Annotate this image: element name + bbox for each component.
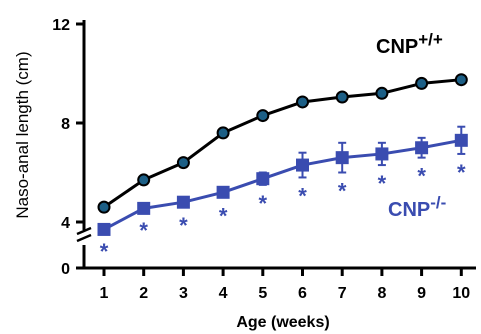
- significance-star-10: *: [457, 160, 466, 185]
- x-axis-title: Age (weeks): [236, 314, 329, 331]
- point-wildtype-2: [137, 173, 151, 187]
- x-tick-label-6: 6: [298, 285, 307, 302]
- x-tick-label-4: 4: [219, 285, 228, 302]
- x-tick-label-5: 5: [258, 285, 267, 302]
- series-lines: [103, 78, 462, 231]
- significance-star-1: *: [100, 239, 109, 264]
- svg-text:CNP+/+: CNP+/+: [376, 30, 443, 58]
- legend-label-knockout-genotype: -/-: [430, 193, 446, 212]
- y-axis-title: Naso-anal length (cm): [13, 51, 32, 218]
- x-tick-label-9: 9: [417, 285, 426, 302]
- y-tick-label-8: 8: [61, 116, 70, 133]
- point-wildtype-1: [97, 200, 111, 214]
- legend-label-knockout-name: CNP: [388, 199, 430, 221]
- legend-label-wildtype: CNP+/+: [376, 30, 443, 58]
- point-wildtype-3: [176, 156, 190, 170]
- significance-star-5: *: [259, 191, 268, 216]
- point-wildtype-10: [454, 73, 468, 87]
- significance-star-9: *: [417, 164, 426, 189]
- point-knockout-5: [256, 172, 270, 186]
- series-line-wildtype: [103, 78, 462, 209]
- point-wildtype-8: [375, 86, 389, 100]
- point-knockout-2: [137, 201, 151, 215]
- y-tick-label-4: 4: [61, 215, 70, 232]
- point-knockout-6: [296, 158, 309, 172]
- point-knockout-9: [415, 141, 429, 155]
- axes: [76, 20, 476, 270]
- point-knockout-10: [454, 133, 468, 147]
- series-line-knockout: [103, 138, 462, 231]
- point-knockout-4: [216, 185, 230, 199]
- point-wildtype-4: [216, 126, 230, 140]
- point-knockout-3: [176, 195, 190, 209]
- point-wildtype-9: [415, 76, 429, 90]
- point-wildtype-6: [296, 95, 309, 109]
- point-wildtype-5: [256, 109, 270, 123]
- y-tick-label-12: 12: [52, 17, 70, 34]
- x-tick-label-8: 8: [377, 285, 386, 302]
- significance-star-2: *: [139, 218, 148, 243]
- x-tick-label-2: 2: [139, 285, 148, 302]
- x-tick-label-7: 7: [338, 285, 347, 302]
- svg-text:CNP-/-: CNP-/-: [388, 193, 446, 221]
- significance-star-3: *: [179, 213, 188, 238]
- legend-label-knockout: CNP-/-: [388, 193, 446, 221]
- point-wildtype-7: [335, 90, 349, 104]
- significance-star-8: *: [378, 171, 387, 196]
- x-tick-label-3: 3: [179, 285, 188, 302]
- significance-markers: * * * * * * * * * *: [100, 160, 466, 264]
- significance-star-4: *: [219, 203, 228, 228]
- point-knockout-8: [375, 147, 389, 161]
- x-tick-label-1: 1: [100, 285, 109, 302]
- legend-label-wildtype-genotype: +/+: [418, 30, 443, 49]
- x-tick-label-10: 10: [452, 285, 470, 302]
- y-axis-break-mark-lower: [76, 233, 92, 243]
- significance-star-6: *: [298, 183, 307, 208]
- point-knockout-7: [335, 151, 349, 165]
- y-axis-break-mark-upper: [76, 226, 92, 236]
- significance-star-7: *: [338, 179, 347, 204]
- data-points: [97, 73, 468, 236]
- point-knockout-1: [97, 222, 111, 236]
- legend-label-wildtype-name: CNP: [376, 36, 418, 58]
- y-tick-label-0: 0: [61, 261, 70, 278]
